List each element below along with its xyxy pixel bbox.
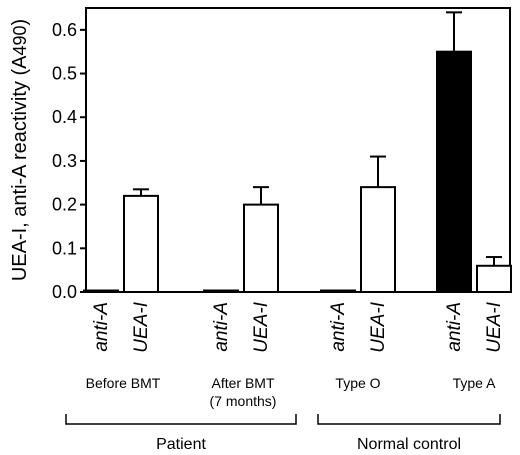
group-label: (7 months): [210, 393, 277, 409]
x-tick-label: UEA-I: [131, 301, 152, 352]
x-tick-label: UEA-I: [251, 301, 272, 352]
y-tick-label: 0.5: [52, 64, 77, 84]
bar: [123, 194, 159, 293]
x-tick-label: anti-A: [328, 302, 349, 352]
group-labels: Before BMT After BMT (7 months) Type O Type …: [65, 375, 501, 453]
x-tick-label: anti-A: [211, 302, 232, 352]
bar: [476, 264, 512, 293]
bar: [243, 203, 279, 293]
bar: [203, 289, 239, 293]
group-bracket: [65, 414, 297, 425]
y-tick-label: 0.4: [52, 107, 77, 127]
bar: [360, 186, 396, 293]
y-tick-label: 0.1: [52, 238, 77, 258]
plot-frame: [85, 7, 511, 293]
y-tick-label: 0.3: [52, 151, 77, 171]
bar: [83, 289, 119, 293]
supergroup-label: Normal control: [357, 436, 461, 453]
bar: [320, 289, 356, 293]
supergroup-label: Patient: [156, 436, 206, 453]
bars: [83, 11, 512, 293]
x-tick-label: anti-A: [444, 302, 465, 352]
y-tick-label: 0.0: [52, 282, 77, 302]
y-axis-label-close: ): [9, 19, 31, 26]
y-axis-label-subscript: 490: [10, 26, 30, 56]
y-tick-label: 0.2: [52, 195, 77, 215]
group-label: Before BMT: [86, 375, 161, 391]
x-tick-label: UEA-I: [368, 301, 389, 352]
x-tick-labels: anti-A UEA-I anti-A UEA-I anti-A UEA-I anti-A U…: [91, 301, 505, 352]
y-axis: 0.0 0.1 0.2 0.3 0.4 0.5 0.6: [52, 7, 511, 302]
x-tick-label: UEA-I: [484, 301, 505, 352]
y-tick-label: 0.6: [52, 20, 77, 40]
group-label: Type A: [453, 375, 496, 391]
bar: [436, 50, 472, 293]
group-label: After BMT: [211, 375, 274, 391]
y-axis-label-main: UEA-I, anti-A reactivity (A: [9, 55, 31, 281]
x-tick-label: anti-A: [91, 302, 112, 352]
y-axis-label: UEA-I, anti-A reactivity (A490): [9, 19, 31, 281]
group-bracket: [317, 414, 501, 425]
group-label: Type O: [335, 375, 380, 391]
